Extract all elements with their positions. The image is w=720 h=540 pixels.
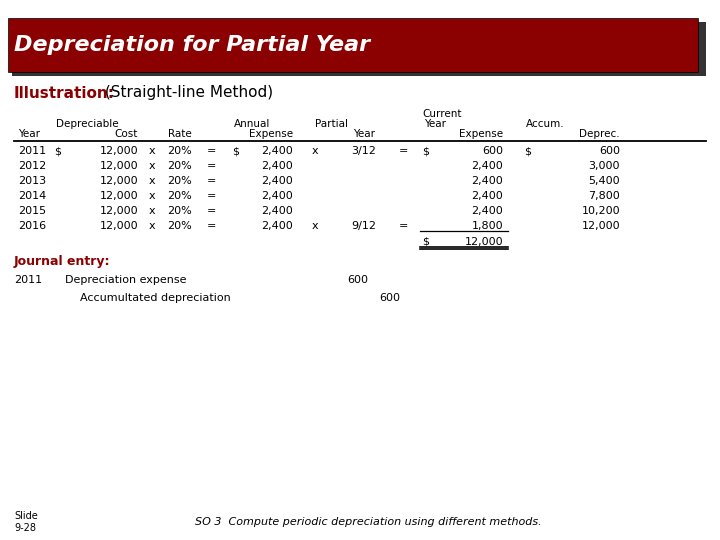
Text: x: x xyxy=(312,146,318,156)
Text: 2016: 2016 xyxy=(18,221,46,231)
Text: Year: Year xyxy=(424,119,446,129)
Text: 2,400: 2,400 xyxy=(261,161,293,171)
Text: x: x xyxy=(149,206,156,216)
Text: 1,800: 1,800 xyxy=(472,221,503,231)
Text: 2,400: 2,400 xyxy=(472,206,503,216)
Text: 20%: 20% xyxy=(167,206,192,216)
Text: Year: Year xyxy=(353,129,375,139)
Text: =: = xyxy=(398,146,408,156)
Text: 2014: 2014 xyxy=(18,191,46,201)
Text: 12,000: 12,000 xyxy=(99,191,138,201)
Text: (Straight-line Method): (Straight-line Method) xyxy=(100,85,273,100)
Text: 20%: 20% xyxy=(167,191,192,201)
Text: Accum.: Accum. xyxy=(526,119,564,129)
Text: Accumultated depreciation: Accumultated depreciation xyxy=(80,293,230,303)
Text: 10,200: 10,200 xyxy=(581,206,620,216)
Text: 3/12: 3/12 xyxy=(351,146,377,156)
FancyBboxPatch shape xyxy=(8,18,698,72)
Text: 2015: 2015 xyxy=(18,206,46,216)
Text: x: x xyxy=(149,176,156,186)
Text: x: x xyxy=(312,221,318,231)
Text: Cost: Cost xyxy=(114,129,138,139)
Text: 2,400: 2,400 xyxy=(261,221,293,231)
Text: Depreciation for Partial Year: Depreciation for Partial Year xyxy=(14,35,370,55)
Text: x: x xyxy=(149,191,156,201)
Text: Annual: Annual xyxy=(234,119,271,129)
Text: 2,400: 2,400 xyxy=(472,161,503,171)
Text: 12,000: 12,000 xyxy=(99,146,138,156)
Text: 12,000: 12,000 xyxy=(99,176,138,186)
Text: =: = xyxy=(207,176,217,186)
FancyBboxPatch shape xyxy=(12,22,706,76)
Text: 600: 600 xyxy=(379,293,400,303)
Text: 20%: 20% xyxy=(167,176,192,186)
Text: 2,400: 2,400 xyxy=(261,206,293,216)
Text: 2011: 2011 xyxy=(18,146,46,156)
Text: =: = xyxy=(207,191,217,201)
Text: 12,000: 12,000 xyxy=(99,161,138,171)
Text: 2013: 2013 xyxy=(18,176,46,186)
Text: 7,800: 7,800 xyxy=(588,191,620,201)
Text: Expense: Expense xyxy=(249,129,293,139)
Text: x: x xyxy=(149,146,156,156)
Text: =: = xyxy=(207,161,217,171)
Text: 9/12: 9/12 xyxy=(351,221,377,231)
Text: 2,400: 2,400 xyxy=(261,191,293,201)
Text: 5,400: 5,400 xyxy=(588,176,620,186)
Text: 600: 600 xyxy=(482,146,503,156)
Text: 12,000: 12,000 xyxy=(99,206,138,216)
Text: 20%: 20% xyxy=(167,146,192,156)
Text: =: = xyxy=(207,221,217,231)
Text: Expense: Expense xyxy=(459,129,503,139)
Text: =: = xyxy=(398,221,408,231)
Text: 2,400: 2,400 xyxy=(261,146,293,156)
Text: =: = xyxy=(207,146,217,156)
Text: Rate: Rate xyxy=(168,129,192,139)
Text: Illustration:: Illustration: xyxy=(14,85,115,100)
Text: Current: Current xyxy=(422,109,462,119)
Text: x: x xyxy=(149,161,156,171)
Text: $: $ xyxy=(422,237,429,247)
Text: 12,000: 12,000 xyxy=(99,221,138,231)
Text: Slide
9-28: Slide 9-28 xyxy=(14,511,37,533)
Text: 12,000: 12,000 xyxy=(464,237,503,247)
Text: $: $ xyxy=(232,146,239,156)
Text: x: x xyxy=(149,221,156,231)
Text: 2011: 2011 xyxy=(14,275,42,285)
Text: Deprec.: Deprec. xyxy=(580,129,620,139)
Text: $: $ xyxy=(524,146,531,156)
Text: Depreciable: Depreciable xyxy=(56,119,119,129)
Text: Depreciation expense: Depreciation expense xyxy=(65,275,186,285)
Text: 2012: 2012 xyxy=(18,161,46,171)
Text: SO 3  Compute periodic depreciation using different methods.: SO 3 Compute periodic depreciation using… xyxy=(195,517,541,527)
Text: 20%: 20% xyxy=(167,221,192,231)
Text: $: $ xyxy=(422,146,429,156)
Text: =: = xyxy=(207,206,217,216)
Text: Partial: Partial xyxy=(315,119,348,129)
Text: 3,000: 3,000 xyxy=(588,161,620,171)
Text: Journal entry:: Journal entry: xyxy=(14,255,110,268)
Text: 2,400: 2,400 xyxy=(261,176,293,186)
Text: 12,000: 12,000 xyxy=(581,221,620,231)
Text: $: $ xyxy=(54,146,61,156)
Text: 600: 600 xyxy=(599,146,620,156)
Text: Year: Year xyxy=(18,129,40,139)
Text: 20%: 20% xyxy=(167,161,192,171)
Text: 600: 600 xyxy=(347,275,368,285)
Text: 2,400: 2,400 xyxy=(472,176,503,186)
Text: 2,400: 2,400 xyxy=(472,191,503,201)
